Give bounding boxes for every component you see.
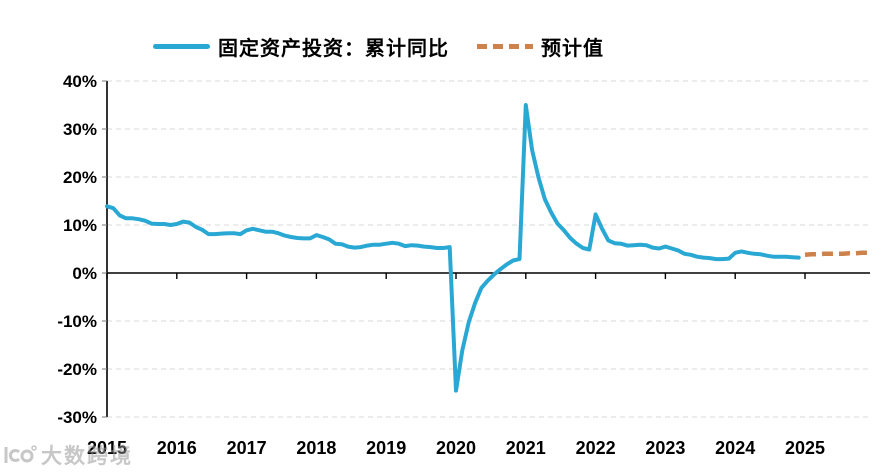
svg-text:2020: 2020	[436, 438, 476, 458]
svg-text:2025: 2025	[785, 438, 825, 458]
svg-text:2024: 2024	[715, 438, 755, 458]
watermark: 大数跨境	[3, 440, 133, 470]
svg-text:2019: 2019	[366, 438, 406, 458]
watermark-text: 大数跨境	[41, 443, 133, 468]
chart-legend: 固定资产投资：累计同比 预计值	[153, 32, 604, 61]
legend-label-actual: 固定资产投资：累计同比	[218, 36, 449, 60]
svg-text:30%: 30%	[63, 120, 97, 139]
watermark-logo-icon	[4, 445, 37, 463]
svg-text:2023: 2023	[645, 438, 685, 458]
svg-text:2022: 2022	[576, 438, 616, 458]
legend-item-forecast: 预计值	[477, 32, 604, 61]
svg-text:10%: 10%	[63, 216, 97, 235]
svg-text:-20%: -20%	[57, 360, 97, 379]
legend-line-solid-icon	[153, 44, 210, 49]
svg-text:2018: 2018	[296, 438, 336, 458]
svg-text:2016: 2016	[157, 438, 197, 458]
legend-item-actual: 固定资产投资：累计同比	[153, 32, 449, 61]
svg-text:2021: 2021	[506, 438, 546, 458]
svg-text:20%: 20%	[63, 168, 97, 187]
legend-label-forecast: 预计值	[541, 36, 604, 60]
svg-text:2015: 2015	[87, 438, 127, 458]
svg-text:-10%: -10%	[57, 312, 97, 331]
svg-text:2017: 2017	[227, 438, 267, 458]
svg-text:40%: 40%	[63, 72, 97, 91]
svg-text:0%: 0%	[72, 264, 97, 283]
legend-line-dashed-icon	[477, 44, 533, 49]
svg-text:-30%: -30%	[57, 408, 97, 427]
